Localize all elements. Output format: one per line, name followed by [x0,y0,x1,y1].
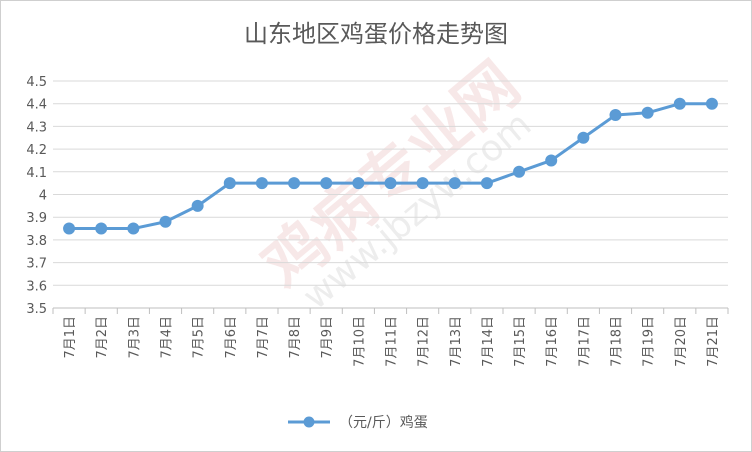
data-point [223,177,236,190]
y-tick-label: 4.1 [26,166,47,181]
data-point [159,215,172,228]
data-point [480,177,493,190]
x-tick-label: 7月14日 [481,316,496,367]
data-point [545,154,558,167]
x-axis: 7月1日 7月2日 7月3日 7月4日 7月5日 7月6日 7月7日 7月8日 7月9日 7月10… [52,308,729,367]
x-tick-label: 7月6日 [224,316,239,359]
x-tick-label: 7月13日 [449,316,464,367]
x-tick-label: 7月2日 [95,316,110,359]
data-point [577,131,590,144]
x-tick-label: 7月8日 [288,316,303,359]
x-tick-label: 7月9日 [320,316,335,359]
y-tick-label: 3.8 [26,234,47,249]
y-tick-label: 3.9 [26,211,47,226]
y-tick-label: 3.5 [26,302,47,317]
data-point [95,222,108,235]
data-point [255,177,268,190]
y-tick-label: 4.3 [26,120,47,135]
x-tick-label: 7月21日 [706,316,721,367]
data-point [63,222,76,235]
y-tick-label: 4 [39,189,47,204]
y-axis: 3.5 3.6 3.7 3.8 3.9 4 4.1 4.2 4.3 4.4 4.5 [26,75,47,317]
x-tick-label: 7月4日 [160,316,175,359]
y-tick-label: 3.7 [26,257,47,272]
data-point [705,97,718,110]
series-group [63,97,718,235]
data-point [641,106,654,119]
data-point [416,177,429,190]
legend-marker-icon [303,416,315,428]
x-tick-label: 7月17日 [577,316,592,367]
x-tick-label: 7月5日 [192,316,207,359]
x-tick-label: 7月10日 [352,316,367,367]
x-tick-label: 7月7日 [256,316,271,359]
data-point [609,109,622,122]
x-tick-label: 7月16日 [545,316,560,367]
x-tick-label: 7月12日 [417,316,432,367]
data-point [191,199,204,212]
legend-label: （元/斤）鸡蛋 [339,414,428,431]
x-tick-label: 7月15日 [513,316,528,367]
data-point [288,177,301,190]
data-point [352,177,365,190]
x-tick-label: 7月11日 [385,316,400,367]
x-tick-label: 7月19日 [642,316,657,367]
y-tick-label: 4.2 [26,143,47,158]
data-point [320,177,333,190]
x-tick-label: 7月20日 [674,316,689,367]
y-tick-label: 4.5 [26,75,47,90]
data-point [448,177,461,190]
data-point [513,165,526,178]
x-tick-label: 7月3日 [127,316,142,359]
legend: （元/斤）鸡蛋 [288,414,428,431]
data-point [384,177,397,190]
x-tick-label: 7月1日 [63,316,78,359]
y-tick-label: 4.4 [26,98,47,113]
x-tick-label: 7月18日 [610,316,625,367]
chart-title: 山东地区鸡蛋价格走势图 [244,20,508,48]
data-point [127,222,140,235]
data-point [673,97,686,110]
y-tick-label: 3.6 [26,279,47,294]
